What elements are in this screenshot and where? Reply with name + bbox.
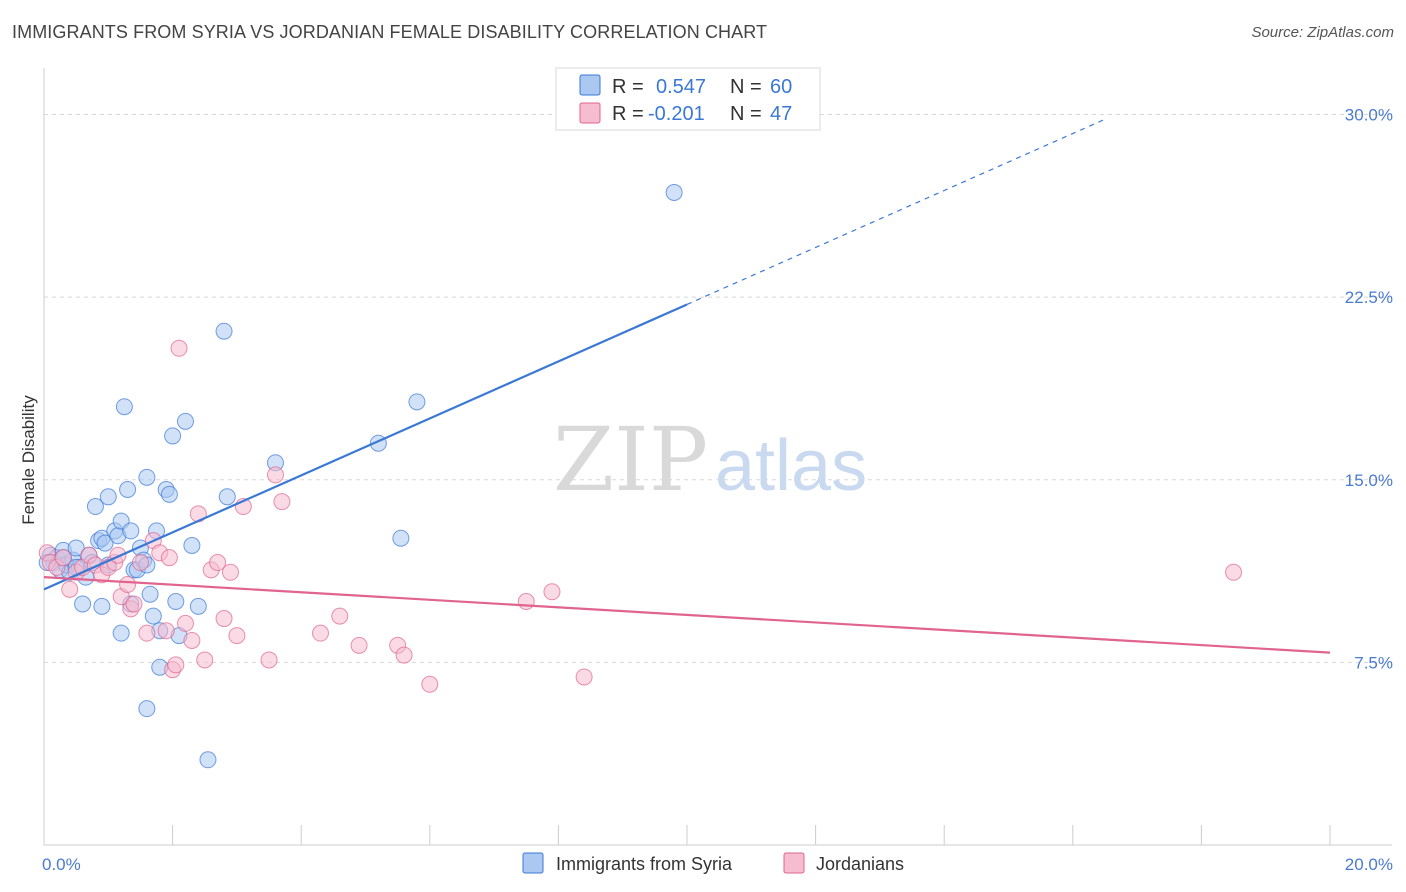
- syria-point-14: [86, 498, 104, 516]
- x-tick-labels: 0.0% 20.0%: [42, 855, 1393, 874]
- jordanian-point-36: [260, 651, 278, 669]
- syria-point-19: [99, 488, 117, 506]
- legend: R = 0.547 N = 60 R = -0.201 N = 47: [555, 67, 821, 131]
- syria-point-36: [144, 607, 162, 625]
- syria-point-46: [183, 537, 201, 555]
- syria-trend-line: [43, 303, 688, 591]
- jordanian-point-37: [266, 466, 284, 484]
- jordanian-point-26: [176, 614, 194, 632]
- syria-point-34: [138, 468, 156, 486]
- jordanian-point-31: [209, 554, 227, 572]
- jordanian-point-46: [543, 583, 561, 601]
- bottom-legend-swatch-syria: [522, 852, 544, 874]
- jordanian-point-4: [61, 580, 79, 598]
- jordanian-point-32: [215, 610, 233, 628]
- syria-point-26: [119, 481, 137, 499]
- watermark-atlas: atlas: [715, 426, 867, 506]
- syria-point-41: [160, 485, 178, 503]
- jordanian-trend-line: [43, 576, 1331, 654]
- watermark-zip: ZIP: [553, 408, 708, 511]
- syria-point-45: [176, 412, 194, 430]
- y-axis-label: Female Disability: [19, 395, 38, 525]
- bottom-legend: Immigrants from Syria Jordanians: [522, 852, 904, 874]
- syria-point-18: [93, 597, 111, 615]
- jordanian-point-29: [196, 651, 214, 669]
- legend-n-label-1: N =: [730, 76, 762, 98]
- jordanian-point-17: [131, 554, 149, 572]
- syria-point-55: [408, 393, 426, 411]
- syria-point-48: [199, 751, 217, 769]
- legend-n-value-1: 60: [770, 76, 792, 98]
- x-tick-label-1: 20.0%: [1345, 855, 1393, 874]
- watermark: ZIP atlas: [553, 408, 867, 511]
- jordanian-point-38: [273, 493, 291, 511]
- jordanian-point-47: [575, 668, 593, 686]
- data-points: [38, 183, 1243, 769]
- jordanian-point-34: [228, 627, 246, 645]
- jordanian-point-40: [331, 607, 349, 625]
- y-tick-label-1: 15.0%: [1345, 471, 1393, 490]
- y-tick-label-0: 7.5%: [1354, 653, 1393, 672]
- syria-point-35: [141, 585, 159, 603]
- trend-lines: [43, 118, 1331, 654]
- jordanian-point-39: [311, 624, 329, 642]
- jordanian-point-48: [1225, 563, 1243, 581]
- jordanian-point-16: [125, 595, 143, 613]
- syria-point-47: [189, 597, 207, 615]
- x-tick-label-0: 0.0%: [42, 855, 81, 874]
- jordanian-point-25: [170, 339, 188, 357]
- syria-point-56: [665, 183, 683, 201]
- jordanian-point-3: [54, 549, 72, 567]
- syria-point-10: [74, 595, 92, 613]
- bottom-legend-label-syria: Immigrants from Syria: [556, 854, 733, 874]
- grid-lines: [44, 114, 1392, 663]
- syria-point-25: [115, 398, 133, 416]
- legend-r-value-2: -0.201: [648, 103, 705, 125]
- y-tick-label-2: 22.5%: [1345, 288, 1393, 307]
- legend-n-value-2: 47: [770, 103, 792, 125]
- syria-point-8: [67, 539, 85, 557]
- axes: [43, 68, 1392, 846]
- syria-point-24: [112, 624, 130, 642]
- chart-title: IMMIGRANTS FROM SYRIA VS JORDANIAN FEMAL…: [12, 22, 768, 42]
- jordanian-point-43: [395, 646, 413, 664]
- legend-r-value-1: 0.547: [656, 76, 706, 98]
- syria-point-54: [392, 529, 410, 547]
- syria-point-42: [164, 427, 182, 445]
- y-tick-labels: 7.5% 15.0% 22.5% 30.0%: [1345, 106, 1393, 673]
- jordanian-point-24: [167, 656, 185, 674]
- chart-source: Source: ZipAtlas.com: [1251, 24, 1394, 41]
- bottom-legend-swatch-jordanians: [783, 852, 805, 874]
- legend-swatch-pink: [579, 102, 601, 124]
- jordanian-point-21: [157, 622, 175, 640]
- legend-swatch-blue: [579, 74, 601, 96]
- bottom-legend-label-jordanians: Jordanians: [816, 854, 904, 874]
- jordanian-point-45: [517, 593, 535, 611]
- jordanian-point-44: [421, 675, 439, 693]
- syria-point-50: [218, 488, 236, 506]
- legend-r-label-1: R =: [612, 76, 644, 98]
- jordanian-point-27: [183, 631, 201, 649]
- jordanian-point-14: [119, 575, 137, 593]
- syria-trend-extension: [686, 118, 1106, 305]
- syria-point-49: [215, 322, 233, 340]
- syria-point-43: [167, 593, 185, 611]
- y-tick-label-3: 30.0%: [1345, 106, 1393, 125]
- legend-n-label-2: N =: [730, 103, 762, 125]
- legend-r-label-2: R =: [612, 103, 644, 125]
- syria-point-52: [138, 700, 156, 718]
- jordanian-point-22: [160, 549, 178, 567]
- syria-point-27: [122, 522, 140, 540]
- jordanian-point-33: [221, 563, 239, 581]
- syria-point-17: [96, 534, 114, 552]
- jordanian-point-18: [138, 624, 156, 642]
- jordanian-point-41: [350, 636, 368, 654]
